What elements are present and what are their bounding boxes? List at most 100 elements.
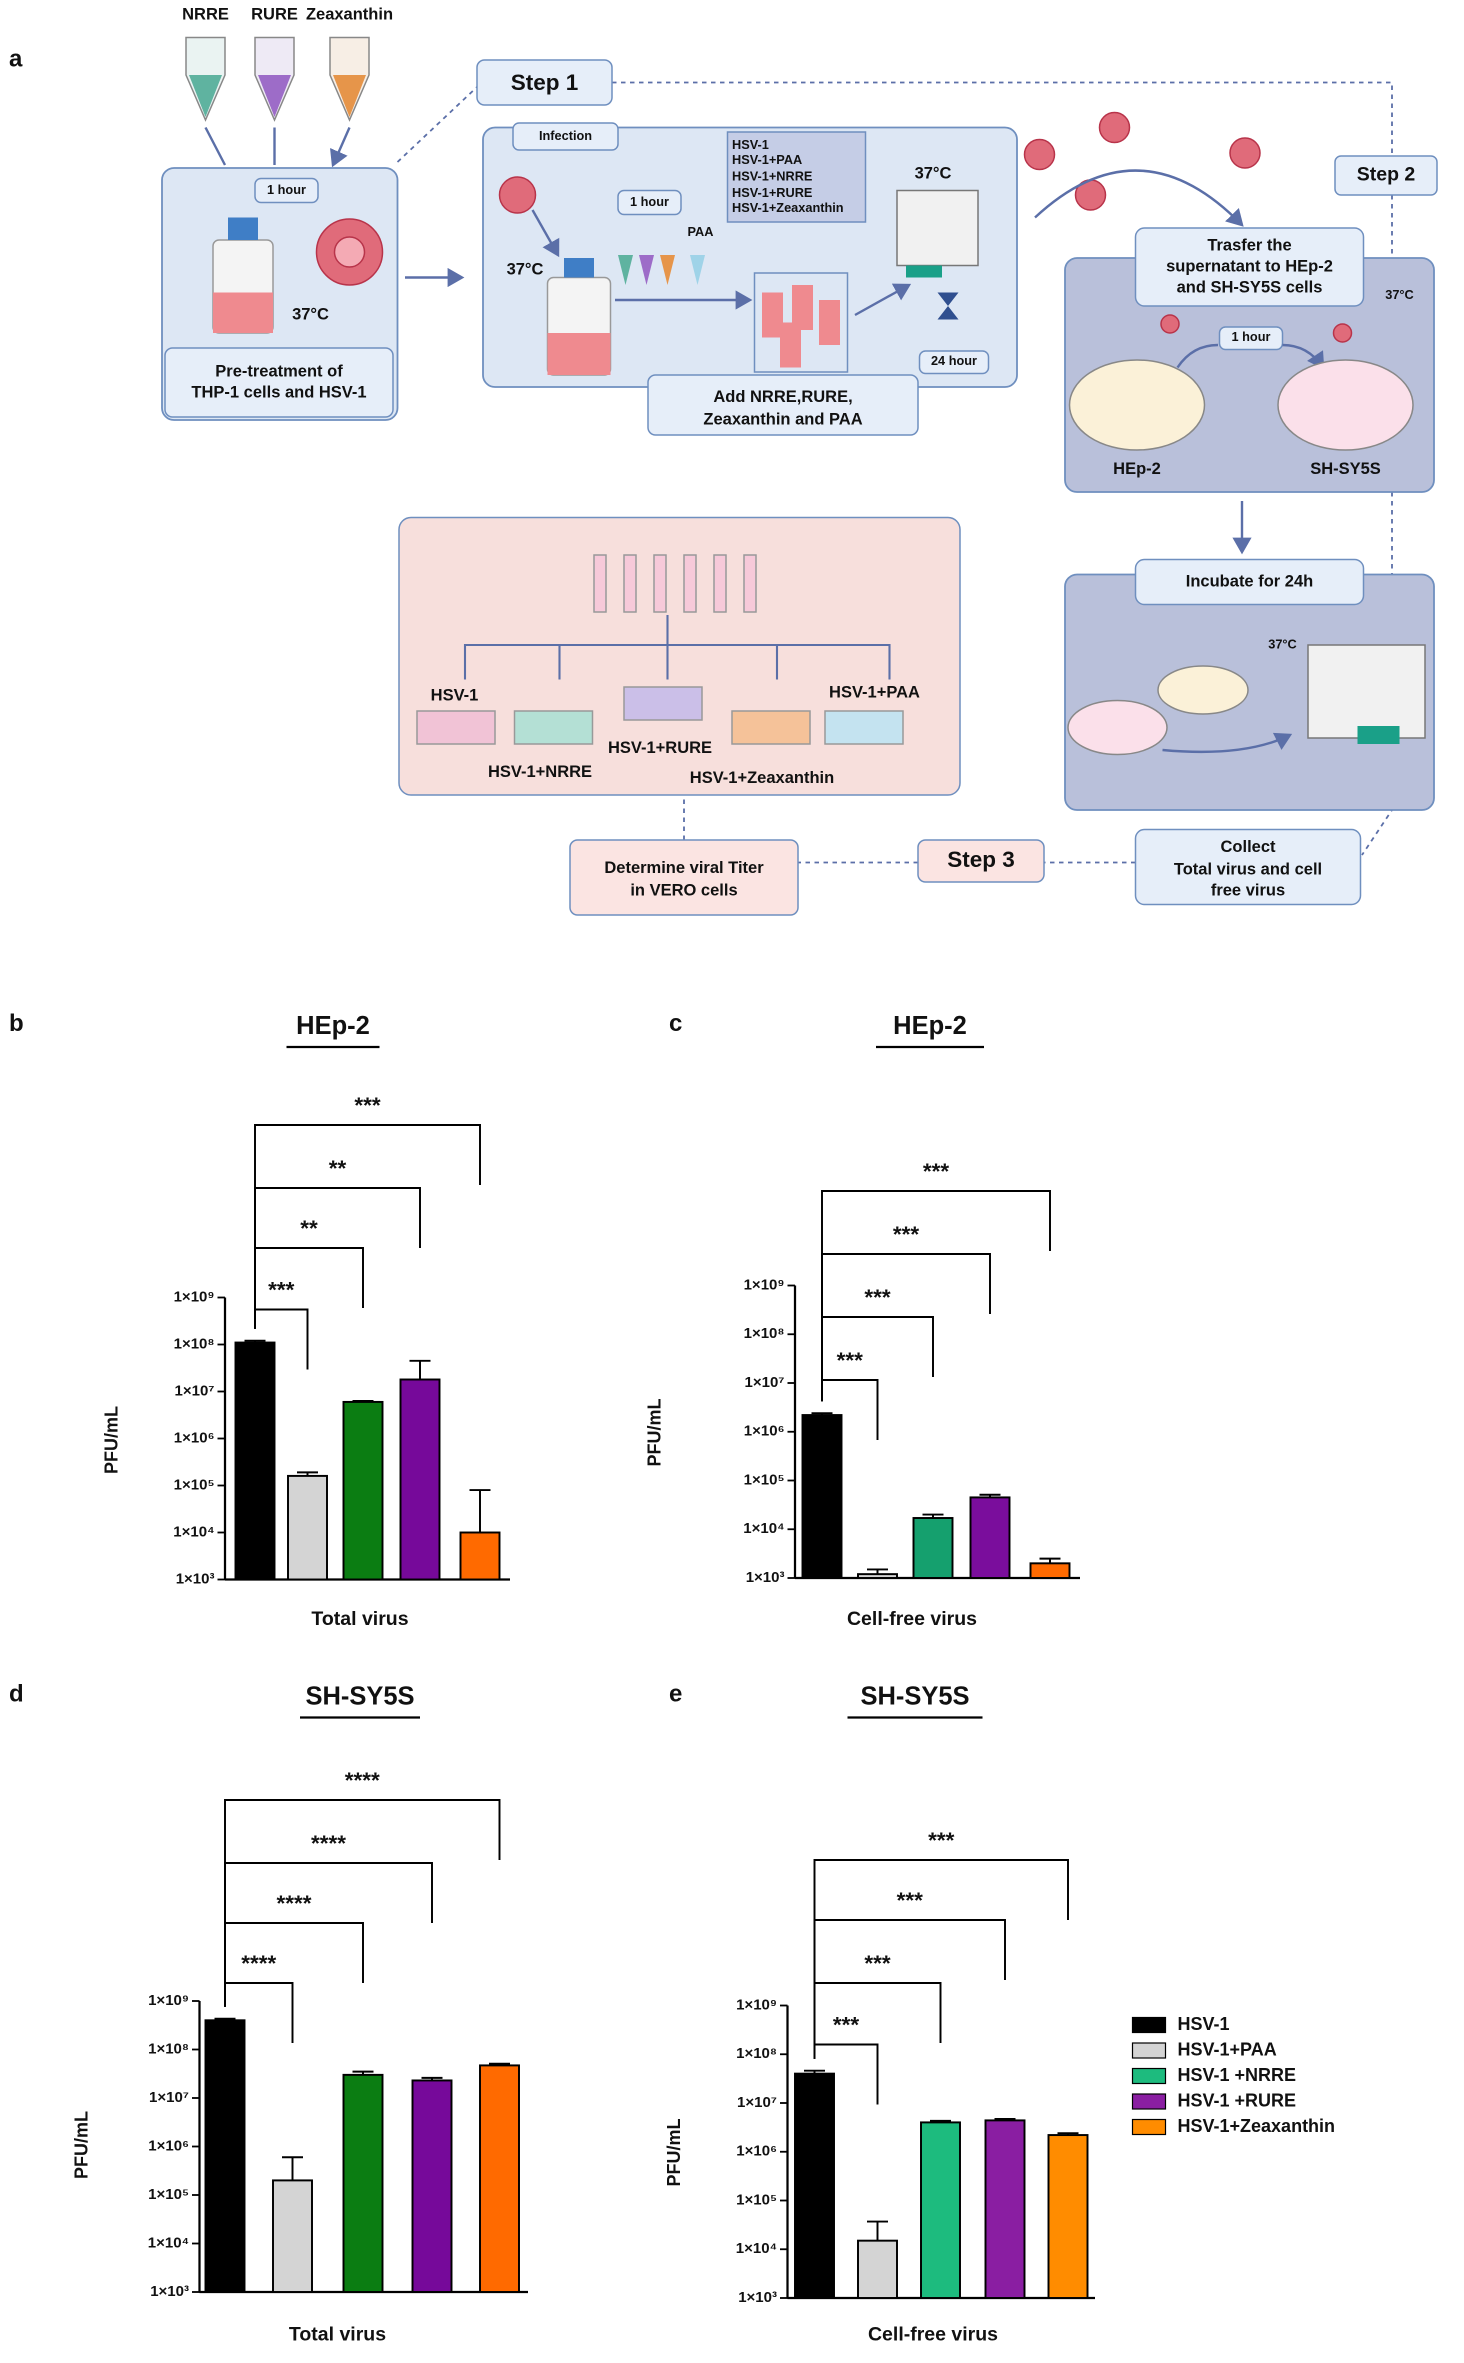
x-axis-label: Total virus: [311, 1608, 408, 1630]
group: HSV-1: [732, 137, 769, 152]
step-title: Step 3: [947, 847, 1015, 872]
arrow: [204, 126, 351, 166]
error-bar: [922, 1513, 944, 1519]
bar: [459, 1531, 501, 1581]
y-tick-label: 1×10⁹: [174, 1288, 215, 1305]
pill: [254, 177, 319, 204]
significance-label: ****: [276, 1891, 311, 1916]
inhibitor: PAA: [688, 224, 714, 239]
legend-label: HSV-1 +NRRE: [1178, 2065, 1297, 2085]
time: 1 hour: [267, 182, 306, 197]
chart-title: SH-SY5S: [860, 1683, 969, 1711]
cell-label: HEp-2: [1113, 460, 1161, 478]
bar: [342, 1400, 384, 1581]
y-tick-label: 1×10⁶: [736, 2143, 777, 2160]
y-tick-label: 1×10⁴: [148, 2234, 189, 2251]
y-tick-label: 1×10⁷: [745, 1374, 785, 1391]
significance-bracket: [224, 1862, 433, 2007]
error-bar: [421, 2076, 443, 2081]
error-bar: [469, 1489, 491, 1533]
cell-label: SH-SY5S: [1310, 460, 1381, 478]
bar: [234, 1341, 276, 1581]
error-bar: [297, 1471, 318, 1476]
significance-label: ***: [268, 1277, 295, 1302]
y-tick-label: 1×10⁸: [174, 1335, 215, 1352]
error-bar: [867, 2220, 888, 2241]
legend-label: HSV-1: [1178, 2014, 1230, 2034]
significance-label: ***: [893, 1222, 920, 1247]
label: THP-1 cells and HSV-1: [191, 383, 366, 401]
error-bar: [1057, 2132, 1079, 2136]
y-tick-label: 1×10⁸: [736, 2045, 777, 2062]
error-bar: [930, 2119, 951, 2123]
error-bar: [282, 2156, 303, 2181]
chart-title: HEp-2: [893, 1012, 967, 1040]
significance-label: ****: [345, 1768, 380, 1793]
significance-bracket: [821, 1190, 1051, 1402]
error-bar: [811, 1412, 833, 1416]
step-title: Step 1: [511, 70, 579, 95]
bar: [912, 1517, 954, 1579]
incubator: [896, 189, 979, 267]
y-tick-label: 1×10³: [150, 2283, 189, 2300]
bar: [479, 2064, 520, 2293]
chart-title: HEp-2: [296, 1012, 370, 1040]
y-tick-label: 1×10⁴: [173, 1523, 214, 1540]
y-tick-label: 1×10⁷: [737, 2094, 777, 2111]
y-tick-label: 1×10⁹: [736, 1996, 777, 2013]
temperature: 37°C: [292, 305, 329, 323]
plate-label: HSV-1+PAA: [829, 683, 920, 701]
titer: Determine viral Titer: [604, 859, 764, 877]
panel-label: a: [9, 45, 23, 72]
y-tick-label: 1×10⁶: [174, 1429, 215, 1446]
y-tick-label: 1×10⁹: [148, 1992, 189, 2009]
titer: in VERO cells: [630, 881, 737, 899]
label: Zeaxanthin and PAA: [703, 410, 862, 428]
significance-label: **: [329, 1156, 347, 1181]
panel-label: d: [9, 1680, 24, 1707]
step-title: Step 2: [1357, 164, 1416, 186]
y-tick-label: 1×10⁸: [744, 1325, 785, 1342]
y-tick-label: 1×10³: [746, 1569, 785, 1586]
dish: [1068, 359, 1206, 451]
bar-chart: HEp-2 PFU/mL Cell-free virus 1×10³ 1×10⁴ 1×10…: [644, 1012, 1080, 1630]
bar: [857, 2239, 898, 2299]
y-tick-label: 1×10⁹: [744, 1276, 785, 1293]
error-bar: [352, 1399, 374, 1402]
step-pill: [476, 59, 613, 106]
y-tick-label: 1×10⁵: [148, 2186, 189, 2203]
collect: Collect: [1220, 838, 1276, 856]
arrow: [531, 209, 560, 258]
significance-label: ***: [897, 1888, 924, 1913]
bar: [204, 2019, 246, 2293]
bar: [857, 1573, 898, 1579]
incubator-temperature: 37°C: [1268, 636, 1297, 651]
bar-chart: SH-SY5S PFU/mL Total virus 1×10³ 1×10⁴ 1×10⁵ 1…: [71, 1683, 528, 2346]
bar: [801, 1414, 843, 1579]
significance-label: ***: [833, 2012, 860, 2037]
error-bar: [214, 2017, 236, 2021]
y-tick-label: 1×10³: [738, 2289, 777, 2306]
x-axis-label: Cell-free virus: [847, 1608, 977, 1630]
label: Trasfer the: [1207, 236, 1291, 254]
plate-label: HSV-1: [431, 686, 479, 704]
bar-chart: SH-SY5S PFU/mL Cell-free virus 1×10³ 1×10⁴ 1×…: [664, 1683, 1335, 2346]
group: HSV-1+NRRE: [732, 168, 812, 183]
y-tick-label: 1×10⁵: [174, 1476, 215, 1493]
significance-label: ***: [923, 1159, 950, 1184]
error-bar: [979, 1493, 1001, 1498]
plate-label: HSV-1+RURE: [608, 739, 712, 757]
y-tick-label: 1×10⁷: [175, 1382, 215, 1399]
x-axis-label: Cell-free virus: [868, 2324, 998, 2346]
dish: [1277, 359, 1414, 451]
significance-label: ***: [864, 1285, 891, 1310]
incubate: Incubate for 24h: [1186, 572, 1313, 590]
legend-swatch: [1131, 2016, 1167, 2034]
bar: [411, 2079, 453, 2293]
y-axis-label: PFU/mL: [664, 2118, 684, 2186]
group: HSV-1+PAA: [732, 152, 802, 167]
plate-label: HSV-1+Zeaxanthin: [690, 769, 834, 787]
group: HSV-1+Zeaxanthin: [732, 200, 844, 215]
significance-label: ****: [241, 1951, 276, 1976]
